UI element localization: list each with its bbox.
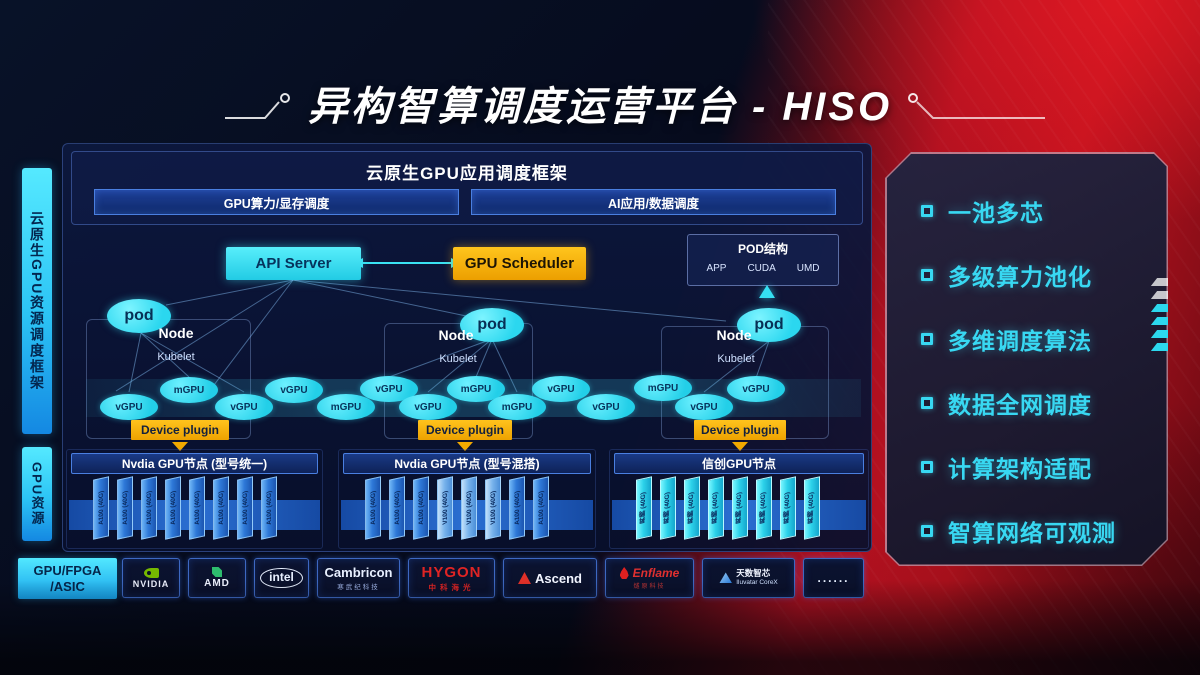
bottom-vignette [0, 0, 1200, 675]
